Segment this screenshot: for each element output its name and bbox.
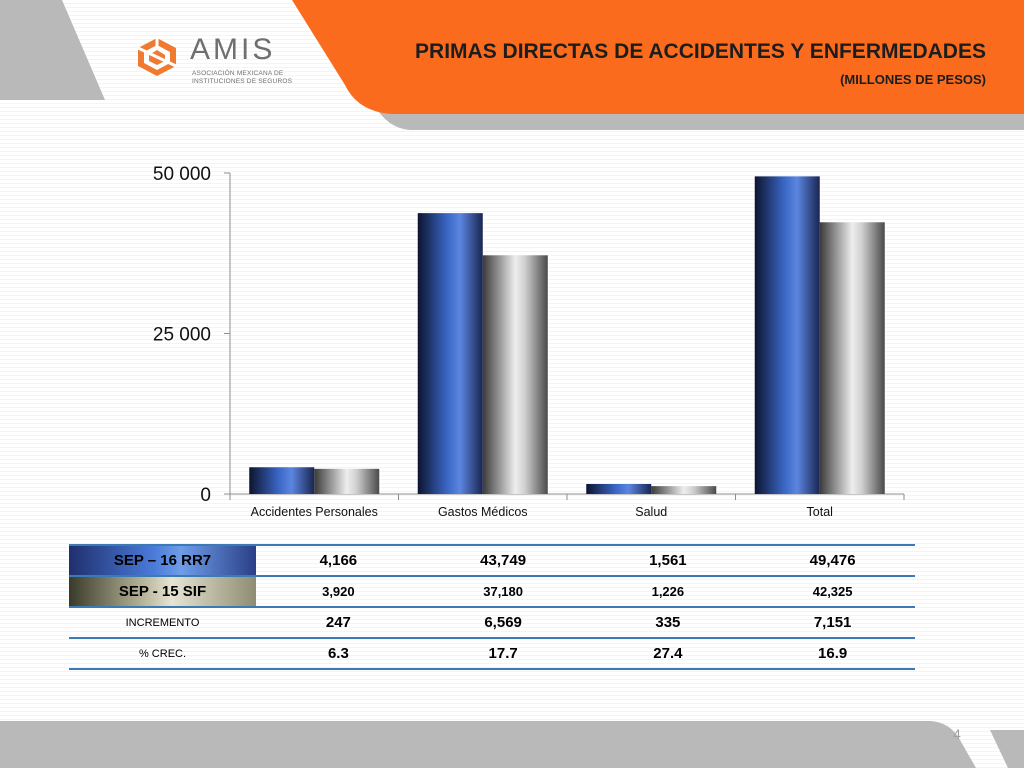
table-cell: 247 — [256, 607, 421, 639]
chart-labels: 0 25 000 50 000 Accidentes Personales Gastos… — [153, 164, 833, 519]
x-tick-label: Salud — [635, 505, 667, 519]
table-cell: 37,180 — [420, 576, 586, 608]
bar-chart: 0 25 000 50 000 Accidentes Personales Gastos… — [153, 164, 905, 519]
table-cell: 7,151 — [750, 607, 915, 639]
table-cell: 1,561 — [585, 544, 751, 577]
x-tick-label: Total — [807, 505, 833, 519]
table-row: SEP – 16 RR7 4,166 43,749 1,561 49,476 — [69, 544, 915, 577]
slide-title: PRIMAS DIRECTAS DE ACCIDENTES Y ENFERMED… — [415, 40, 986, 63]
slide-subtitle: (MILLONES DE PESOS) — [840, 72, 986, 87]
table-cell: 27.4 — [585, 638, 751, 670]
table-cell: 3,920 — [256, 576, 421, 608]
bar-sep-15 — [482, 255, 548, 494]
table-cell: 43,749 — [420, 544, 586, 577]
bar-sep-16 — [417, 213, 483, 495]
table-cell: 42,325 — [750, 576, 915, 608]
y-tick-label: 25 000 — [153, 325, 211, 346]
bar-sep-15 — [314, 468, 380, 494]
table-row: SEP - 15 SIF 3,920 37,180 1,226 42,325 — [69, 576, 915, 608]
header-banner — [0, 0, 1024, 130]
header-orange-banner — [292, 0, 1024, 114]
table-cell: 4,166 — [256, 544, 421, 577]
x-tick-label: Gastos Médicos — [438, 505, 528, 519]
bar-sep-16 — [249, 467, 315, 494]
table-cell: 6,569 — [420, 607, 586, 639]
table-cell: 6.3 — [256, 638, 421, 670]
bar-sep-16 — [586, 483, 652, 494]
bar-sep-16 — [754, 176, 820, 494]
bar-sep-15 — [819, 222, 885, 494]
row-label: SEP - 15 SIF — [69, 576, 256, 608]
logo-subtitle-line2: INSTITUCIONES DE SEGUROS — [192, 78, 293, 85]
table-row: % CREC. 6.3 17.7 27.4 16.9 — [69, 638, 915, 670]
logo-name: AMIS — [190, 33, 276, 66]
y-tick-label: 50 000 — [153, 164, 211, 185]
table-row: INCREMENTO 247 6,569 335 7,151 — [69, 607, 915, 639]
row-label: SEP – 16 RR7 — [69, 544, 256, 577]
table-cell: 1,226 — [585, 576, 751, 608]
header-left-gray-shape — [0, 0, 105, 100]
row-label: % CREC. — [69, 638, 256, 670]
data-table: SEP – 16 RR7 4,166 43,749 1,561 49,476 S… — [69, 544, 915, 670]
table-cell: 49,476 — [750, 544, 915, 577]
table-cell: 17.7 — [420, 638, 586, 670]
x-tick-label: Accidentes Personales — [251, 505, 378, 519]
chart-bars — [249, 176, 885, 495]
table-cell: 335 — [585, 607, 751, 639]
logo-subtitle-line1: ASOCIACIÓN MEXICANA DE — [192, 70, 284, 77]
row-label: INCREMENTO — [69, 607, 256, 639]
bar-sep-15 — [651, 486, 717, 494]
page-number: 4 — [953, 726, 961, 742]
y-tick-label: 0 — [200, 485, 211, 506]
table-cell: 16.9 — [750, 638, 915, 670]
amis-logo-icon — [137, 38, 177, 76]
